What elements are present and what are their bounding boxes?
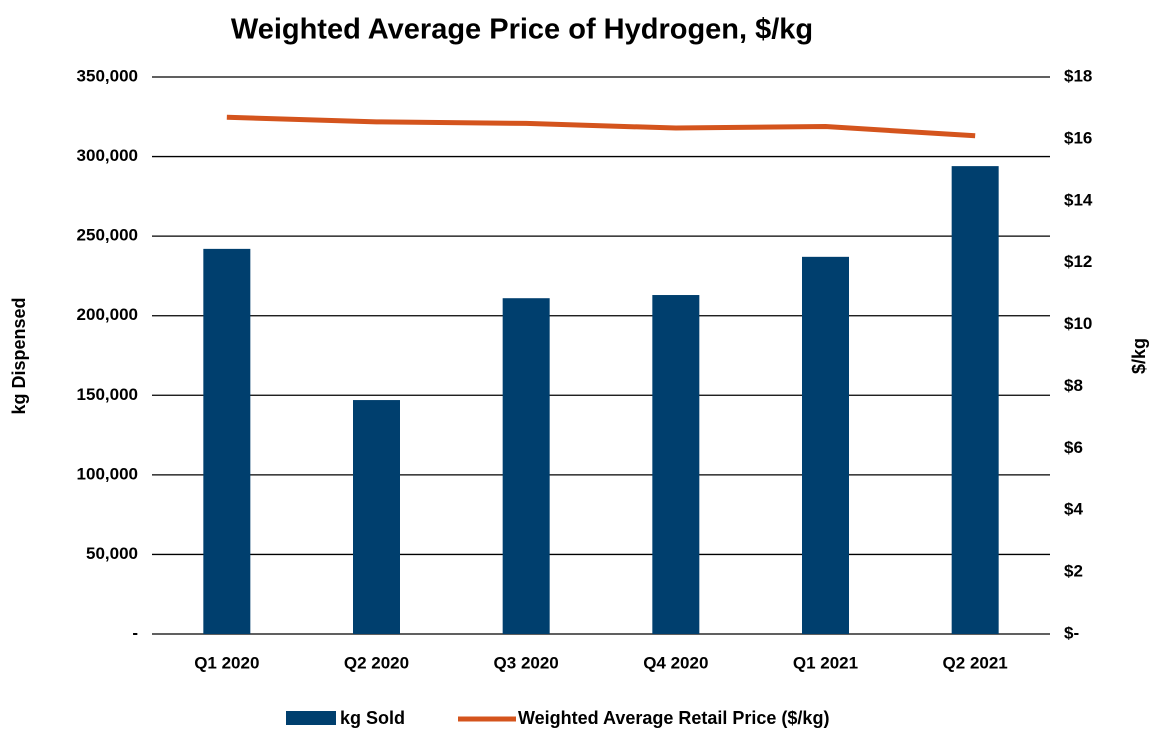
y2-tick-label: $6 xyxy=(1064,438,1083,457)
y-tick-label: 350,000 xyxy=(77,66,138,85)
y2-tick-label: $10 xyxy=(1064,314,1092,333)
y-tick-label: 150,000 xyxy=(77,385,138,404)
y-tick-label: 50,000 xyxy=(86,544,138,563)
y-tick-label: 200,000 xyxy=(77,305,138,324)
legend-swatch xyxy=(286,711,336,725)
bar xyxy=(203,248,251,635)
x-tick-label: Q2 2021 xyxy=(943,653,1008,672)
legend-label: Weighted Average Retail Price ($/kg) xyxy=(518,708,829,728)
y2-tick-label: $16 xyxy=(1064,128,1092,147)
bar xyxy=(502,298,550,634)
y-tick-label: - xyxy=(132,623,138,642)
y2-tick-label: $2 xyxy=(1064,562,1083,581)
x-tick-label: Q1 2021 xyxy=(793,653,858,672)
x-tick-label: Q3 2020 xyxy=(494,653,559,672)
y2-axis-label: $/kg xyxy=(1129,338,1149,374)
y2-tick-label: $- xyxy=(1064,623,1079,642)
bar xyxy=(652,295,700,634)
bar xyxy=(802,256,849,634)
line xyxy=(226,114,976,139)
y2-tick-label: $18 xyxy=(1064,66,1092,85)
legend-label: kg Sold xyxy=(340,708,405,728)
y-tick-label: 250,000 xyxy=(77,226,138,245)
y-axis-label: kg Dispensed xyxy=(9,297,29,414)
x-tick-label: Q2 2020 xyxy=(344,653,409,672)
y-tick-label: 100,000 xyxy=(77,464,138,483)
x-tick-label: Q4 2020 xyxy=(643,653,708,672)
x-tick-label: Q1 2020 xyxy=(194,653,259,672)
bar xyxy=(353,400,400,634)
y2-tick-label: $8 xyxy=(1064,376,1083,395)
y2-tick-label: $4 xyxy=(1064,500,1083,519)
y-tick-label: 300,000 xyxy=(77,146,138,165)
y2-tick-label: $14 xyxy=(1064,190,1093,209)
chart-title: Weighted Average Price of Hydrogen, $/kg xyxy=(231,14,813,46)
bar xyxy=(951,166,999,634)
y2-tick-label: $12 xyxy=(1064,252,1092,271)
